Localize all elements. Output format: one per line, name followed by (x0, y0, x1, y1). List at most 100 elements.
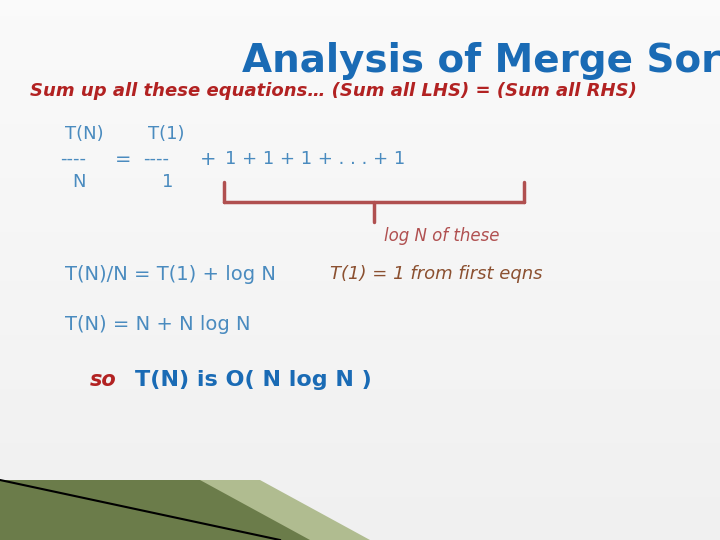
Bar (0, 221, 720, 227)
Bar (0, 178, 720, 184)
Bar (0, 211, 720, 216)
Bar (0, 373, 720, 378)
Text: T(N) is O( N log N ): T(N) is O( N log N ) (135, 370, 372, 390)
Bar (0, 475, 720, 481)
Bar (0, 248, 720, 254)
Bar (0, 470, 720, 475)
Bar (0, 59, 720, 65)
Bar (0, 302, 720, 308)
Bar (0, 162, 720, 167)
Text: log N of these: log N of these (384, 227, 500, 245)
Bar (0, 356, 720, 362)
Bar (0, 432, 720, 437)
Bar (0, 454, 720, 459)
Bar (0, 270, 720, 275)
Bar (0, 351, 720, 356)
Bar (0, 319, 720, 324)
Bar (0, 524, 720, 529)
Bar (0, 22, 720, 27)
Bar (0, 124, 720, 130)
Bar (0, 70, 720, 76)
Text: +: + (200, 150, 217, 169)
Bar (0, 378, 720, 383)
Bar (0, 513, 720, 518)
Bar (0, 416, 720, 421)
Bar (0, 54, 720, 59)
Text: ----: ---- (60, 150, 86, 168)
Text: ----: ---- (143, 150, 169, 168)
Bar (0, 286, 720, 292)
Bar (0, 140, 720, 146)
Bar (0, 135, 720, 140)
Bar (0, 108, 720, 113)
Text: T(N) = N + N log N: T(N) = N + N log N (65, 315, 251, 334)
Bar (0, 324, 720, 329)
Text: T(N)/N = T(1) + log N: T(N)/N = T(1) + log N (65, 265, 276, 284)
Bar (0, 65, 720, 70)
Bar (0, 400, 720, 405)
Bar (0, 335, 720, 340)
Polygon shape (0, 480, 310, 540)
Bar (0, 308, 720, 313)
Bar (0, 194, 720, 200)
Bar (0, 443, 720, 448)
Bar (0, 394, 720, 400)
Bar (0, 113, 720, 119)
Text: T(N): T(N) (65, 125, 104, 143)
Bar (0, 448, 720, 454)
Bar (0, 227, 720, 232)
Bar (0, 238, 720, 243)
Bar (0, 11, 720, 16)
Bar (0, 265, 720, 270)
Bar (0, 43, 720, 49)
Bar (0, 97, 720, 103)
Text: N: N (72, 173, 86, 191)
Bar (0, 464, 720, 470)
Bar (0, 27, 720, 32)
Bar (0, 32, 720, 38)
Bar (0, 389, 720, 394)
Bar (0, 232, 720, 238)
Bar (0, 421, 720, 427)
Bar (0, 297, 720, 302)
Bar (0, 130, 720, 135)
Bar (0, 362, 720, 367)
Text: 1 + 1 + 1 + . . . + 1: 1 + 1 + 1 + . . . + 1 (225, 150, 405, 168)
Bar (0, 367, 720, 373)
Bar (0, 205, 720, 211)
Bar (0, 508, 720, 513)
Bar (0, 340, 720, 346)
Bar (0, 86, 720, 92)
Bar (0, 76, 720, 81)
Bar (0, 81, 720, 86)
Bar (0, 5, 720, 11)
Bar (0, 259, 720, 265)
Bar (0, 0, 720, 5)
Bar (0, 189, 720, 194)
Text: so: so (90, 370, 117, 390)
Bar (0, 491, 720, 497)
Bar (0, 92, 720, 97)
Bar (0, 437, 720, 443)
Bar (0, 486, 720, 491)
Bar (0, 103, 720, 108)
Bar (0, 216, 720, 221)
Bar (0, 167, 720, 173)
Bar (0, 459, 720, 464)
Bar (0, 383, 720, 389)
Bar (0, 346, 720, 351)
Bar (0, 16, 720, 22)
Bar (0, 281, 720, 286)
Bar (0, 518, 720, 524)
Bar (0, 497, 720, 502)
Text: T(1): T(1) (148, 125, 184, 143)
Bar (0, 313, 720, 319)
Bar (0, 292, 720, 297)
Bar (0, 427, 720, 432)
Polygon shape (0, 480, 370, 540)
Bar (0, 184, 720, 189)
Bar (0, 254, 720, 259)
Bar (0, 329, 720, 335)
Bar (0, 157, 720, 162)
Text: T(1) = 1 from first eqns: T(1) = 1 from first eqns (330, 265, 542, 283)
